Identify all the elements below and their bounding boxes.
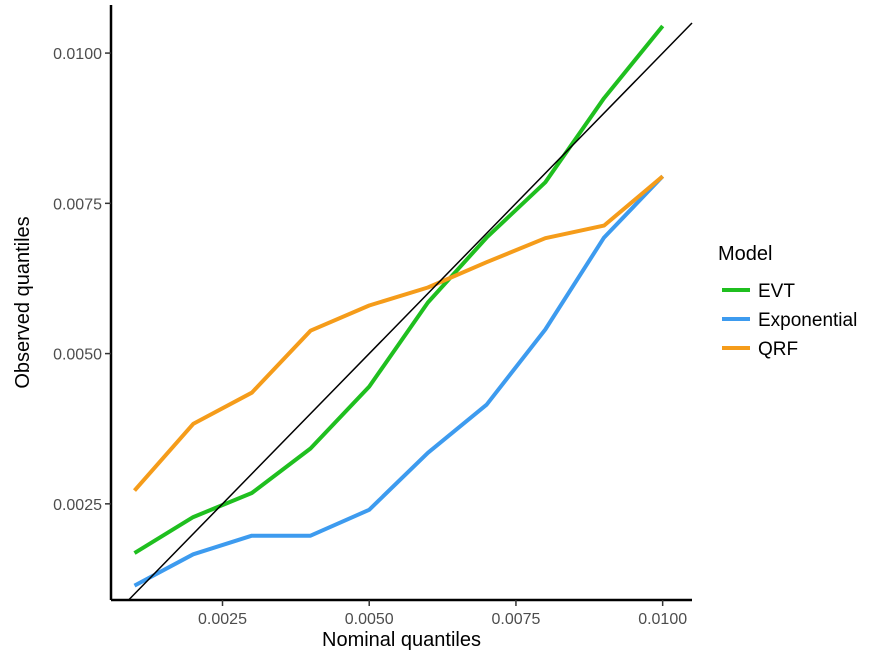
- legend-title: Model: [718, 243, 772, 265]
- y-axis-title: Observed quantiles: [12, 216, 34, 388]
- y-tick-label: 0.0100: [53, 46, 102, 63]
- plot-area: 0.0025 0.0050 0.0075 0.0100 0.00250.00500.0…: [53, 5, 693, 628]
- legend-label: Exponential: [758, 310, 857, 331]
- x-tick-label: 0.0050: [345, 611, 394, 628]
- y-axis-ticks: 0.0025 0.0050 0.0075 0.0100: [53, 46, 111, 514]
- legend-item-qrf: QRF: [722, 339, 798, 360]
- x-tick-label: 0.0100: [638, 611, 687, 628]
- legend-item-evt: EVT: [722, 281, 795, 302]
- series-line-exponential: [133, 174, 665, 588]
- y-tick-label: 0.0075: [53, 196, 102, 213]
- series-line-qrf: [132, 174, 664, 492]
- legend-item-exponential: Exponential: [722, 310, 857, 331]
- legend-label: EVT: [758, 281, 795, 302]
- legend-label: QRF: [758, 339, 798, 360]
- x-axis-title: Nominal quantiles: [322, 629, 481, 651]
- y-tick-label: 0.0050: [53, 347, 102, 364]
- series-lines: [132, 24, 665, 588]
- legend-items: EVT Exponential QRF: [722, 281, 857, 360]
- identity-reference-line: [128, 22, 693, 601]
- x-tick-label: 0.0025: [198, 611, 247, 628]
- series-line-evt: [133, 24, 665, 555]
- x-tick-label: 0.0075: [491, 611, 540, 628]
- legend: Model EVT Exponential QRF: [718, 243, 857, 360]
- y-tick-label: 0.0025: [53, 497, 102, 514]
- x-axis-ticks: 0.0025 0.0050 0.0075 0.0100: [198, 600, 687, 628]
